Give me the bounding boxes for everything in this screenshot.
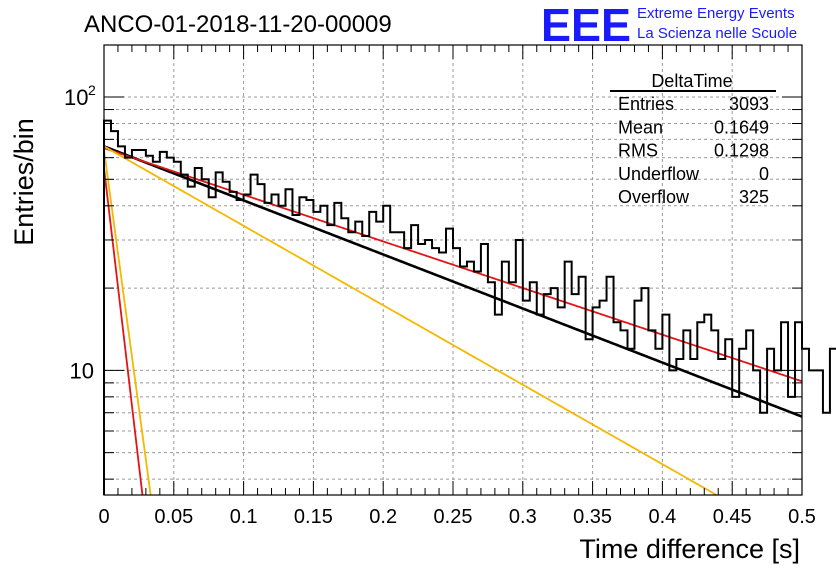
x-tick-label: 0.4 [648, 506, 676, 528]
x-tick-label: 0.45 [713, 506, 752, 528]
stats-title: DeltaTime [651, 71, 732, 91]
fit-curves [103, 145, 803, 496]
logo-mark: EEE [541, 0, 631, 51]
axis-ticks [103, 45, 803, 495]
x-tick-label: 0.35 [573, 506, 612, 528]
stats-label: Overflow [618, 187, 690, 207]
stats-label: Entries [618, 94, 674, 114]
stats-value: 0.1298 [714, 141, 769, 161]
logo-line1: Extreme Energy Events [637, 5, 795, 22]
x-tick-label: 0.05 [154, 506, 193, 528]
stats-value: 0 [759, 164, 769, 184]
stats-label: Underflow [618, 164, 700, 184]
x-tick-label: 0.1 [230, 506, 258, 528]
stats-label: Mean [618, 117, 663, 137]
fit-curve [103, 149, 152, 496]
tick-labels: 0 0.05 0.1 0.15 0.2 0.25 0.3 0.35 0.4 0.45 0.5 10 10… [64, 82, 816, 528]
grid-lines [103, 45, 803, 495]
fit-curve [103, 167, 144, 496]
fit-curve [103, 147, 803, 383]
x-tick-label: 0.15 [294, 506, 333, 528]
x-tick-label: 0.3 [509, 506, 537, 528]
eee-logo: EEE Extreme Energy Events La Scienza nel… [541, 0, 797, 51]
x-tick-label: 0.25 [434, 506, 473, 528]
stats-value: 0.1649 [714, 117, 769, 137]
stats-label: RMS [618, 141, 658, 161]
stats-box: DeltaTime Entries 3093 Mean 0.1649 RMS 0.1298… [610, 71, 776, 207]
chart-title: ANCO-01-2018-11-20-00009 [84, 11, 392, 38]
stats-value: 3093 [729, 94, 769, 114]
stats-value: 325 [739, 187, 769, 207]
logo-line2: La Scienza nelle Scuole [637, 25, 797, 42]
x-axis-label: Time difference [s] [579, 534, 800, 564]
histogram-steps [103, 119, 836, 495]
y-tick-label: 10 [64, 85, 88, 110]
fit-curve [103, 145, 803, 418]
x-tick-label: 0.5 [788, 506, 816, 528]
y-axis-label: Entries/bin [9, 118, 39, 246]
y-tick-exponent: 2 [88, 82, 96, 98]
y-tick-label: 10 [70, 358, 94, 383]
fit-curve [103, 145, 718, 496]
x-tick-label: 0.2 [369, 506, 397, 528]
x-tick-label: 0 [98, 506, 109, 528]
